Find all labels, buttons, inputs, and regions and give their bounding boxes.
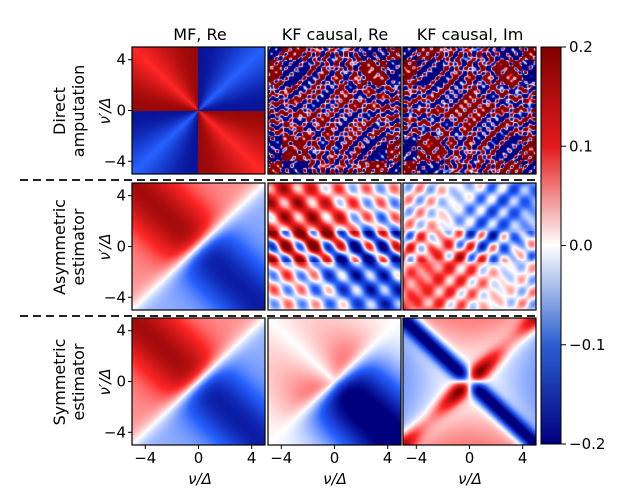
column-title-1: MF, Re [173, 25, 226, 44]
row-2-title-line-2: estimator [69, 208, 88, 285]
x-tick-label: 0 [194, 449, 204, 467]
x-axis-label-col-1: ν/Δ [188, 470, 212, 488]
panel-frame [267, 182, 402, 311]
x-tick-label: 0 [330, 449, 340, 467]
y-axis-label-row-2: ν′/Δ [96, 233, 114, 260]
row-2-title-line-1: Asymmetric [50, 199, 69, 295]
heatmap-panel [268, 183, 401, 310]
y-tick-label: 4 [116, 187, 126, 205]
colorbar-tick-label: −0.2 [569, 435, 605, 453]
colorbar-tick-label: 0.0 [569, 237, 593, 255]
y-axis-label-row-3: ν′/Δ [96, 368, 114, 395]
heatmap-panel [403, 47, 536, 174]
column-title-2: KF causal, Re [282, 25, 389, 44]
heatmap-panels [131, 46, 537, 446]
heatmap-panel [403, 183, 536, 310]
row-1-title-line-2: amputation [69, 65, 88, 157]
y-tick-label: −4 [104, 288, 126, 306]
y-tick-label: 0 [116, 102, 126, 120]
x-tick-label: −4 [134, 449, 156, 467]
x-tick-label: 4 [518, 449, 528, 467]
x-tick-label: 0 [465, 449, 475, 467]
panel-frame [402, 182, 537, 311]
y-tick-label: −4 [104, 423, 126, 441]
heatmap-panel [268, 47, 401, 174]
panel-frame [402, 46, 537, 175]
heatmap-panel [132, 47, 265, 174]
y-tick-label: 4 [116, 51, 126, 69]
x-axis-label-col-3: ν/Δ [458, 470, 482, 488]
colorbar-tick-label: 0.1 [569, 137, 593, 155]
x-axis-label-col-2: ν/Δ [323, 470, 347, 488]
colorbar [540, 46, 562, 445]
y-tick-label: 4 [116, 322, 126, 340]
x-tick-label: −4 [405, 449, 427, 467]
colorbar-tick-label: 0.2 [569, 38, 593, 56]
y-axis-label-row-1: ν′/Δ [96, 97, 114, 124]
x-tick-label: 4 [383, 449, 393, 467]
colorbar-tick-label: −0.1 [569, 336, 605, 354]
y-tick-label: 0 [116, 373, 126, 391]
row-1-title-line-1: Direct [50, 87, 69, 135]
column-title-3: KF causal, Im [417, 25, 524, 44]
y-tick-label: 0 [116, 238, 126, 256]
row-3-title-line-1: Symmetric [50, 339, 69, 426]
heatmap-panel [132, 183, 265, 310]
y-tick-label: −4 [104, 152, 126, 170]
heatmap-panel [403, 318, 536, 445]
row-3-title-line-2: estimator [69, 343, 88, 420]
heatmap-panel [268, 318, 401, 445]
x-tick-label: −4 [270, 449, 292, 467]
panel-frame [267, 46, 402, 175]
x-tick-label: 4 [247, 449, 257, 467]
heatmap-panel [132, 318, 265, 445]
